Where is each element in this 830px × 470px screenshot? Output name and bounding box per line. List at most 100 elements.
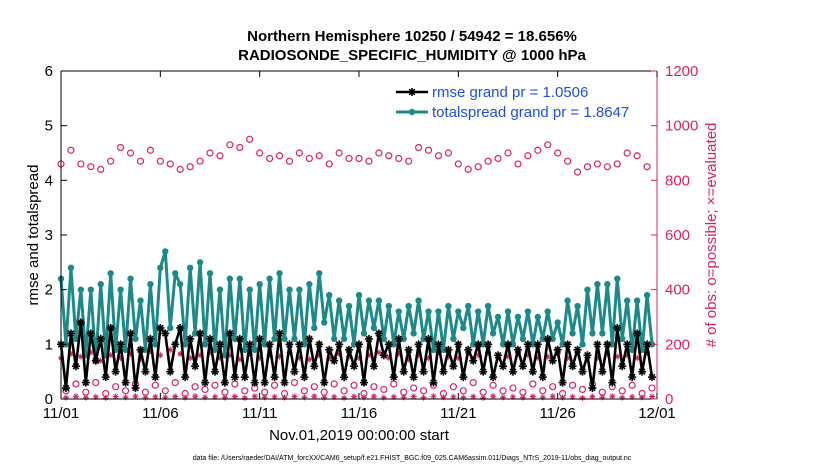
rmse-point: [553, 345, 562, 354]
rmse-point: [613, 323, 622, 332]
obs-possible-marker: [300, 387, 308, 395]
obs-possible-marker: [136, 157, 145, 165]
obs-possible-marker: [266, 154, 274, 163]
obs-possible-marker: [444, 149, 452, 157]
rmse-point: [469, 356, 478, 365]
rmse-point: [543, 334, 552, 343]
totalspread-point: [484, 302, 492, 310]
totalspread-point: [499, 341, 507, 348]
obs-possible-marker: [514, 160, 522, 168]
rmse-point: [151, 373, 160, 382]
rmse-point: [255, 334, 264, 343]
rmse-point: [598, 367, 607, 376]
totalspread-point: [380, 335, 388, 343]
rmse-point: [146, 334, 155, 343]
totalspread-point: [430, 346, 437, 353]
obs-possible-marker: [211, 381, 219, 389]
obs-possible-marker: [310, 383, 318, 391]
rmse-point: [648, 373, 657, 382]
obs-possible-marker: [241, 387, 249, 395]
rmse-point: [593, 340, 602, 349]
totalspread-point: [564, 297, 571, 304]
totalspread-point: [345, 302, 353, 310]
totalspread-point: [539, 335, 546, 343]
obs-possible-marker: [529, 380, 537, 388]
y-axis-ticks: 0 1 2 3 4 5 6: [45, 63, 67, 408]
totalspread-point: [633, 297, 641, 304]
obs-possible-marker: [67, 146, 75, 154]
obs-evaluated-marker: [370, 393, 377, 400]
obs-possible-marker: [410, 384, 418, 392]
totalspread-point: [529, 341, 537, 348]
rmse-point: [71, 362, 80, 371]
obs-possible-marker: [415, 143, 423, 152]
rmse-point: [250, 378, 259, 387]
obs-possible-marker: [623, 149, 631, 157]
legend-box: [392, 78, 650, 124]
totalspread-point: [72, 335, 80, 343]
totalspread-point: [514, 313, 522, 321]
totalspread-point: [231, 335, 239, 343]
y-tick-label: 5: [45, 118, 53, 135]
rmse-point: [81, 378, 90, 387]
obs-possible-marker: [72, 380, 80, 388]
obs-evaluated-marker: [152, 393, 159, 400]
obs-possible-marker: [206, 149, 214, 157]
legend-spread-label: totalspread grand pr = 1.8647: [432, 104, 629, 121]
obs-possible-marker: [171, 379, 179, 387]
totalspread-point: [196, 259, 204, 266]
chart-title: Northern Hemisphere 10250 / 54942 = 18.6…: [247, 28, 577, 45]
totalspread-point: [236, 275, 243, 282]
totalspread-point: [321, 319, 328, 326]
totalspread-point: [360, 330, 368, 337]
obs-possible-marker: [121, 387, 130, 395]
rmse-point: [449, 362, 458, 371]
obs-possible-marker: [275, 152, 284, 160]
rmse-point: [275, 329, 284, 338]
rmse-point: [201, 378, 210, 387]
totalspread-point: [211, 346, 219, 353]
obs-possible-marker: [156, 157, 164, 165]
obs-possible-marker: [603, 163, 611, 171]
rmse-point: [206, 334, 214, 343]
totalspread-point: [77, 286, 85, 293]
rmse-point: [638, 367, 647, 376]
totalspread-point: [460, 324, 467, 332]
totalspread-point: [370, 324, 378, 332]
rmse-point: [245, 340, 254, 349]
obs-possible-marker: [578, 385, 587, 394]
totalspread-point: [604, 281, 611, 288]
rmse-series: [57, 318, 657, 393]
obs-possible-marker: [628, 381, 636, 389]
totalspread-point: [335, 297, 343, 304]
rmse-point: [295, 340, 304, 349]
rmse-point: [623, 340, 632, 349]
obs-possible-marker: [618, 387, 626, 395]
totalspread-point: [594, 281, 601, 288]
rmse-point: [414, 340, 423, 349]
totalspread-point: [504, 308, 512, 315]
totalspread-point: [470, 341, 477, 348]
obs-evaluated-marker: [172, 393, 179, 400]
totalspread-point: [251, 346, 258, 353]
rmse-point: [424, 334, 433, 343]
obs-possible-marker: [146, 146, 154, 154]
rmse-point: [588, 384, 597, 393]
totalspread-point: [494, 313, 502, 321]
totalspread-point: [311, 324, 318, 332]
totalspread-point: [609, 341, 616, 348]
rmse-point: [568, 362, 577, 371]
obs-possible-marker: [315, 152, 323, 160]
totalspread-point: [435, 308, 442, 315]
totalspread-point: [395, 308, 402, 315]
obs-possible-marker: [365, 157, 373, 165]
rmse-point: [508, 367, 517, 376]
obs-possible-marker: [335, 149, 343, 157]
rmse-point: [310, 362, 319, 371]
rmse-point: [101, 373, 110, 382]
y-axis-label: rmse and totalspread: [25, 165, 42, 306]
obs-evaluated-marker: [649, 393, 656, 400]
totalspread-point: [261, 341, 268, 348]
obs-possible-marker: [290, 379, 299, 387]
rmse-point: [61, 384, 70, 393]
